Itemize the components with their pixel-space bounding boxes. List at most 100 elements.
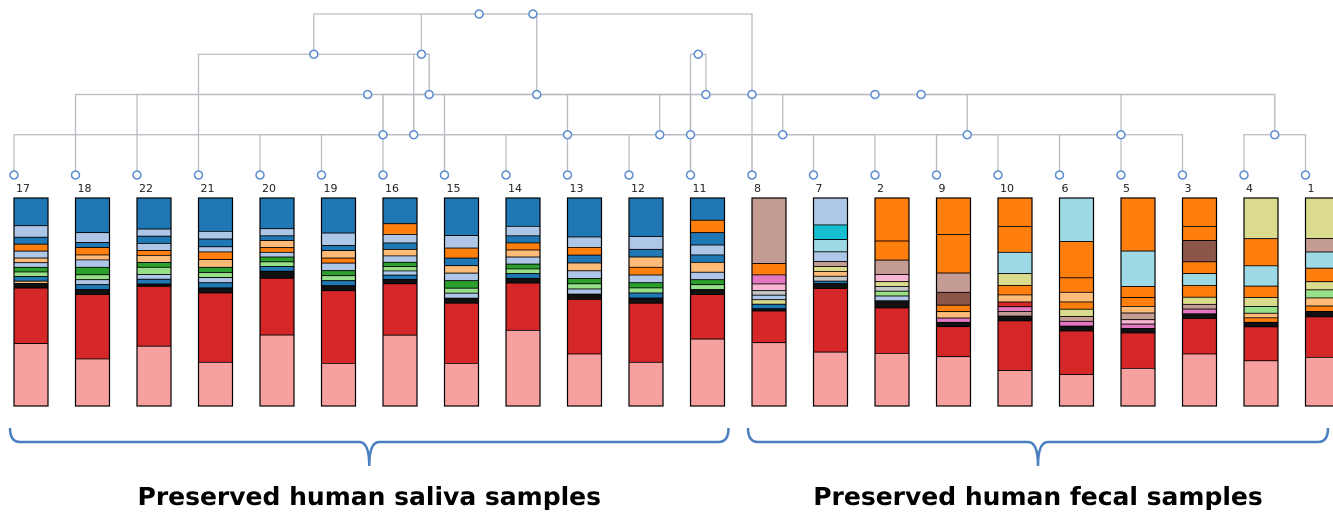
branch-node [378,130,388,140]
bar-segment [382,266,418,272]
bar-segment [1243,360,1279,407]
bar-segment [1059,374,1094,407]
bar-segment [628,274,664,284]
bar-segment [321,245,356,252]
bar-segment [444,197,479,236]
bar-segment [874,300,910,309]
bar-segment [1120,312,1156,321]
bar-segment [690,279,725,286]
bar-segment [1059,197,1094,242]
tree-edge [421,53,430,95]
bar-segment [198,292,233,363]
bar-segment [75,232,110,243]
bar-segment [751,299,787,305]
bar-segment [382,223,418,235]
bar-segment [1243,326,1279,362]
branch-node [562,130,573,140]
bar-outline [751,197,787,407]
bar-segment [198,277,233,284]
bar-segment [1059,316,1094,322]
bar-segment [628,266,664,276]
bar-segment [874,197,910,242]
leaf-label: 13 [570,182,584,195]
branch-node [409,130,419,140]
leaf-node [439,170,450,180]
bar-segment [444,280,479,289]
tree-edge [532,13,753,175]
bar-segment [13,343,49,407]
leaf-label: 22 [139,182,153,195]
bar-segment [321,257,356,264]
tree-edge [782,134,815,175]
tree-edge [259,134,414,175]
bar-segment [505,242,541,251]
bar-segment [567,197,602,238]
bar-segment [628,302,664,363]
tree-edge [320,134,383,175]
leaf-label: 10 [1000,182,1014,195]
leaf-label: 6 [1062,182,1069,195]
bar-segment [751,274,787,285]
leaf-node [1300,170,1311,180]
bar-segment [690,261,725,273]
tree-edge [197,53,314,175]
bar-segment [382,334,418,407]
bar-segment [75,289,110,295]
bar-segment [690,197,725,221]
leaf-label: 9 [939,182,946,195]
bar-segment [1305,311,1333,318]
fecal-brace [746,427,1330,467]
bar-segment [1182,225,1217,241]
leaf-node [9,170,19,180]
bar-segment [997,285,1033,296]
tree-edge [690,134,876,175]
bar-outline [566,197,603,407]
leaf-node [1116,170,1126,180]
bar-segment [1182,308,1217,315]
bar-segment [874,290,910,297]
bar-segment [1243,317,1279,323]
tree-edge [13,134,568,175]
leaf-node [1239,170,1249,180]
tree-edge [536,93,692,135]
tree-edge [313,53,430,95]
bar-segment [136,228,172,237]
bar-outline [874,197,910,407]
bar-segment [1305,197,1333,239]
bar-segment [997,320,1033,371]
bar-segment [198,230,233,240]
bar-segment [936,234,971,274]
bar-segment [567,293,602,300]
bar-segment [813,288,848,353]
bar-outline [1304,197,1333,407]
bar-segment [1182,273,1217,286]
bar-segment [1243,321,1279,328]
bar-segment [567,262,602,272]
leaf-label: 17 [16,182,30,195]
leaf-node [1177,170,1188,180]
tree-edge [782,93,875,135]
bar-segment [690,219,725,234]
bar-segment [505,273,541,279]
bar-segment [1120,367,1156,407]
bar-segment [505,249,541,258]
leaf-label: 16 [385,182,399,195]
bar-segment [997,225,1033,253]
bar-segment [1182,353,1217,407]
leaf-node [993,170,1003,180]
bar-segment [874,286,910,292]
bar-segment [321,280,356,287]
leaf-node [1054,170,1065,180]
bar-segment [1182,240,1217,263]
bar-segment [198,251,233,261]
bar-segment [444,272,479,282]
bar-segment [813,251,848,263]
branch-node [685,130,696,140]
bar-segment [198,282,233,289]
bar-segment [13,250,49,259]
bar-segment [321,270,356,277]
bar-segment [1059,241,1094,279]
bar-segment [936,356,971,407]
tree-edge [698,53,707,95]
leaf-node [193,170,204,180]
